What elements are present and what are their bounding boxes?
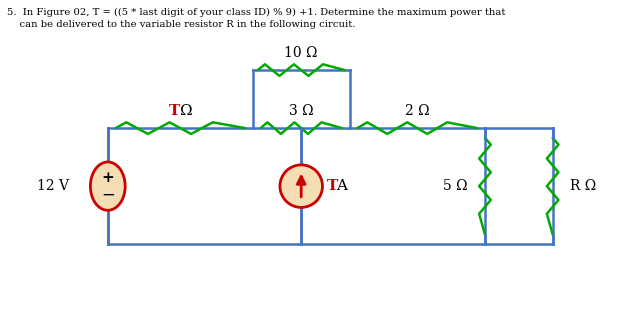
Text: 10 Ω: 10 Ω <box>284 46 318 61</box>
Text: 2 Ω: 2 Ω <box>405 104 430 118</box>
Text: T: T <box>327 179 338 193</box>
Text: R Ω: R Ω <box>570 179 597 193</box>
Text: +: + <box>101 171 114 185</box>
Text: can be delivered to the variable resistor R in the following circuit.: can be delivered to the variable resisto… <box>7 20 355 29</box>
Text: Ω: Ω <box>180 104 192 118</box>
Ellipse shape <box>90 162 125 210</box>
Text: A: A <box>336 179 347 193</box>
Circle shape <box>280 165 322 207</box>
Text: 5.  In Figure 02, T = ((5 * last digit of your class ID) % 9) +1. Determine the : 5. In Figure 02, T = ((5 * last digit of… <box>7 8 506 17</box>
Text: T: T <box>169 104 180 118</box>
Text: 12 V: 12 V <box>37 179 69 193</box>
Text: 3 Ω: 3 Ω <box>289 104 313 118</box>
Text: 5 Ω: 5 Ω <box>443 179 467 193</box>
Text: −: − <box>101 186 115 204</box>
